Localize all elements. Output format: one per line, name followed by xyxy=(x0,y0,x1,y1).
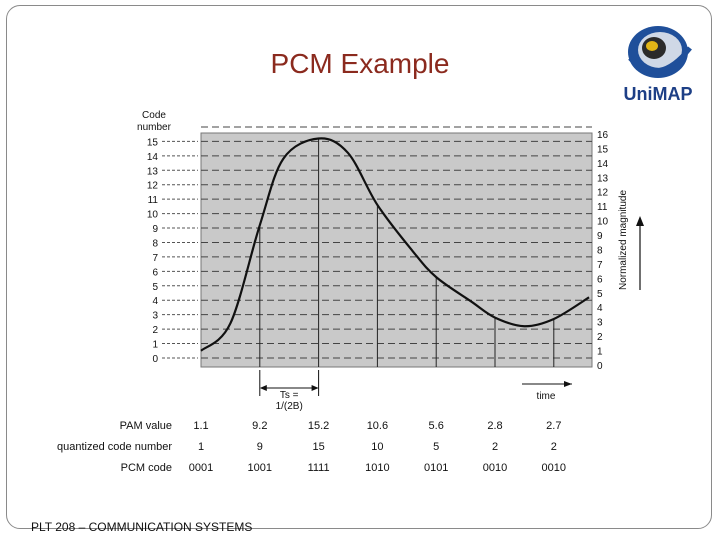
table-row-header: PCM code xyxy=(121,462,172,474)
magnitude-axis-title: Normalized magnitude xyxy=(618,190,629,290)
code-tick-label: 4 xyxy=(152,296,158,307)
magnitude-tick-label: 12 xyxy=(597,188,609,199)
ts-label: Ts = xyxy=(280,390,299,401)
table-cell: 15 xyxy=(312,441,324,453)
magnitude-tick-label: 6 xyxy=(597,274,603,285)
slide-title: PCM Example xyxy=(270,48,450,79)
table-cell: 0101 xyxy=(424,462,448,474)
code-tick-label: 14 xyxy=(147,152,159,163)
table-cell: 1111 xyxy=(308,462,330,474)
magnitude-tick-label: 7 xyxy=(597,260,603,271)
logo-wordmark: UniMAP xyxy=(624,84,693,104)
code-axis-title: Code xyxy=(142,110,166,121)
magnitude-tick-label: 3 xyxy=(597,318,603,329)
table-row-header: quantized code number xyxy=(57,441,172,453)
table-cell: 10 xyxy=(371,441,383,453)
logo-globe-highlight xyxy=(646,41,658,51)
table-cell: 15.2 xyxy=(308,420,329,432)
code-tick-label: 6 xyxy=(152,267,158,278)
code-tick-label: 13 xyxy=(147,166,159,177)
analog-signal-curve xyxy=(200,137,590,352)
magnitude-tick-label: 2 xyxy=(597,332,603,343)
magnitude-tick-label: 15 xyxy=(597,144,609,155)
code-tick-label: 1 xyxy=(152,340,158,351)
table-cell: 9.2 xyxy=(252,420,267,432)
table-cell: 10.6 xyxy=(367,420,388,432)
time-arrow-head xyxy=(564,381,572,387)
magnitude-tick-label: 4 xyxy=(597,303,603,314)
table-cell: 0010 xyxy=(483,462,507,474)
magnitude-tick-label: 10 xyxy=(597,217,609,228)
slide-frame xyxy=(6,5,712,529)
magnitude-tick-label: 14 xyxy=(597,159,609,170)
code-tick-label: 10 xyxy=(147,210,159,221)
table-cell: 2.7 xyxy=(546,420,561,432)
table-cell: 2 xyxy=(492,441,498,453)
code-tick-label: 0 xyxy=(152,354,158,365)
table-cell: 1 xyxy=(198,441,204,453)
table-cell: 2 xyxy=(551,441,557,453)
code-tick-label: 7 xyxy=(152,253,158,264)
code-axis-title: number xyxy=(137,122,172,133)
table-row-header: PAM value xyxy=(120,420,172,432)
table-cell: 2.8 xyxy=(487,420,502,432)
code-tick-label: 2 xyxy=(152,325,158,336)
magnitude-tick-label: 8 xyxy=(597,245,603,256)
table-cell: 0010 xyxy=(542,462,566,474)
ts-arrow-head-right xyxy=(311,385,319,391)
footer-text: PLT 208 – COMMUNICATION SYSTEMS xyxy=(31,520,253,534)
logo-arc xyxy=(628,46,692,74)
table-cell: 1001 xyxy=(248,462,272,474)
ts-label: 1/(2B) xyxy=(276,401,303,412)
magnitude-tick-label: 11 xyxy=(597,202,608,213)
magnitude-tick-label: 5 xyxy=(597,289,603,300)
code-tick-label: 9 xyxy=(152,224,158,235)
code-tick-label: 15 xyxy=(147,137,159,148)
time-axis-label: time xyxy=(537,391,556,402)
magnitude-tick-label: 0 xyxy=(597,361,603,372)
table-cell: 1010 xyxy=(365,462,389,474)
code-tick-label: 11 xyxy=(148,195,159,206)
table-cell: 5 xyxy=(433,441,439,453)
plot-background xyxy=(200,132,593,368)
code-tick-label: 12 xyxy=(147,181,159,192)
table-cell: 9 xyxy=(257,441,263,453)
magnitude-tick-label: 1 xyxy=(597,347,603,358)
code-tick-label: 3 xyxy=(152,311,158,322)
magnitude-tick-label: 16 xyxy=(597,130,609,141)
magnitude-tick-label: 13 xyxy=(597,173,609,184)
code-tick-label: 5 xyxy=(152,282,158,293)
unimap-logo: UniMAP xyxy=(624,26,693,104)
magnitude-arrow-head xyxy=(636,216,644,226)
ts-arrow-head-left xyxy=(259,385,267,391)
table-cell: 5.6 xyxy=(429,420,444,432)
table-cell: 0001 xyxy=(189,462,213,474)
magnitude-tick-label: 9 xyxy=(597,231,603,242)
table-cell: 1.1 xyxy=(193,420,208,432)
code-tick-label: 8 xyxy=(152,238,158,249)
